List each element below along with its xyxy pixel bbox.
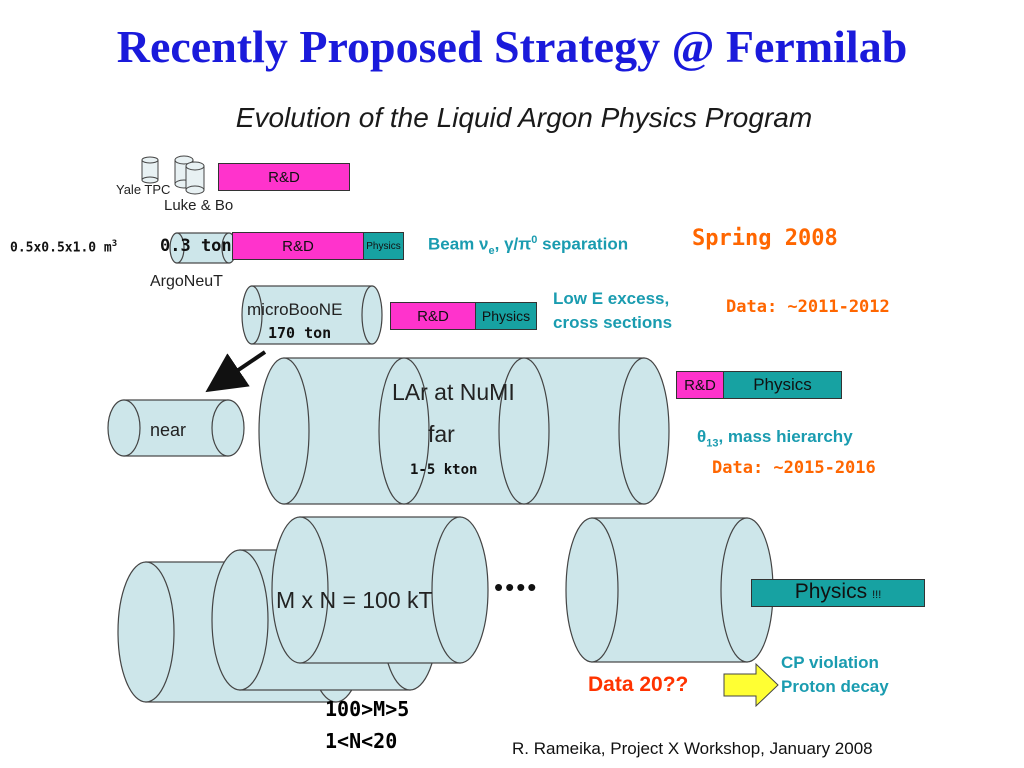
yale-tpc-cylinder-icon — [141, 156, 159, 184]
argoneut-rd-box: R&D — [232, 232, 364, 260]
large-goal-line2: Proton decay — [781, 677, 889, 696]
large-constraint-n: 1<N<20 — [325, 729, 398, 753]
large-date: Data 20?? — [588, 673, 689, 696]
numi-physics-box: Physics — [723, 371, 842, 399]
microboone-date: Data: ~2011-2012 — [726, 297, 890, 317]
near-detector-cylinder — [107, 399, 245, 457]
numi-label: LAr at NuMI — [392, 379, 515, 405]
numi-goal: θ13, mass hierarchy — [697, 427, 853, 450]
luke-bo-label: Luke & Bo — [164, 197, 234, 214]
numi-mass: 1-5 kton — [410, 462, 478, 478]
microboone-goal-line1: Low E excess, — [553, 289, 670, 308]
microboone-rd-box: R&D — [390, 302, 476, 330]
argoneut-mass: 0.3 ton — [160, 236, 232, 256]
large-detector-right — [565, 517, 774, 663]
large-physics-box: Physics!!! — [751, 579, 925, 607]
large-ellipsis: •••• — [494, 572, 539, 602]
argoneut-cylinder — [169, 232, 237, 264]
numi-date: Data: ~2015-2016 — [712, 458, 876, 478]
slide-subtitle: Evolution of the Liquid Argon Physics Pr… — [235, 102, 813, 133]
large-goal-line1: CP violation — [781, 653, 879, 672]
microboone-goal-line2: cross sections — [553, 313, 673, 332]
numi-far-label: far — [428, 421, 455, 447]
numi-far-detector — [258, 357, 670, 505]
numi-near-label: near — [150, 420, 187, 440]
luke-bo-cylinder-icon — [174, 155, 205, 195]
slide-title: Recently Proposed Strategy @ Fermilab — [116, 21, 908, 72]
microboone-physics-box: Physics — [475, 302, 537, 330]
large-detector-cluster — [117, 516, 489, 703]
argoneut-date: Spring 2008 — [692, 226, 838, 251]
microboone-cylinder — [241, 285, 383, 345]
microboone-label: microBooNE — [247, 300, 343, 319]
argoneut-dimensions: 0.5x0.5x1.0 m3 — [10, 239, 118, 256]
large-constraint-m: 100>M>5 — [325, 697, 410, 721]
microboone-mass: 170 ton — [268, 324, 332, 342]
argoneut-physics-box: Physics — [363, 232, 404, 260]
yale-rd-box: R&D — [218, 163, 350, 191]
large-formula: M x N = 100 kT — [276, 587, 433, 613]
near-detector-arrow — [205, 350, 267, 393]
argoneut-label: ArgoNeuT — [150, 273, 223, 290]
numi-rd-box: R&D — [676, 371, 724, 399]
slide-footer: R. Rameika, Project X Workshop, January … — [512, 739, 873, 758]
argoneut-goal: Beam νe, γ/π0 separation — [428, 234, 629, 258]
data-future-arrow — [723, 662, 779, 708]
yale-tpc-label: Yale TPC — [116, 182, 171, 197]
